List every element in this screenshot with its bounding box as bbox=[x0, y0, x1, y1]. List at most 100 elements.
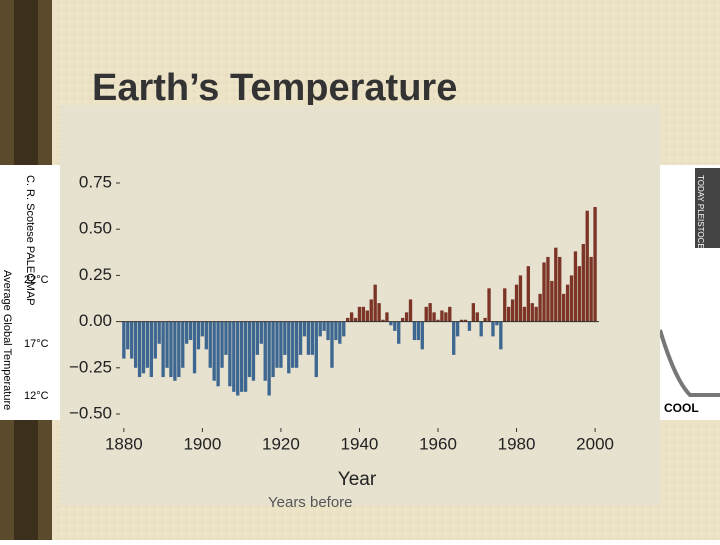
bar bbox=[334, 321, 338, 341]
bar bbox=[220, 321, 224, 368]
side-panel bbox=[0, 165, 60, 420]
bar bbox=[239, 321, 244, 392]
bar bbox=[381, 319, 385, 322]
bar bbox=[393, 321, 397, 331]
era-label: TODAY PLEISTOCENE bbox=[696, 175, 705, 260]
bar bbox=[585, 210, 589, 322]
bar bbox=[169, 321, 173, 378]
bar bbox=[267, 321, 271, 396]
bar bbox=[232, 321, 236, 392]
bar bbox=[550, 280, 554, 322]
bar bbox=[216, 321, 220, 387]
bar bbox=[153, 321, 157, 359]
bar bbox=[310, 321, 315, 355]
bar bbox=[463, 319, 468, 322]
paleo-curve bbox=[658, 329, 720, 397]
cool-label: COOL bbox=[664, 401, 699, 415]
bar bbox=[322, 321, 326, 331]
x-tick-label: 1880 bbox=[105, 434, 143, 453]
bar bbox=[149, 321, 154, 378]
bar bbox=[479, 321, 483, 337]
bar bbox=[491, 321, 495, 337]
footer-text: Years before bbox=[268, 494, 353, 511]
bar bbox=[137, 321, 142, 378]
bar bbox=[298, 321, 303, 355]
bar bbox=[188, 321, 193, 341]
bar bbox=[361, 306, 366, 322]
bar bbox=[306, 321, 311, 355]
bar bbox=[349, 312, 354, 322]
bar bbox=[569, 275, 574, 322]
x-tick-label: 1960 bbox=[419, 434, 457, 453]
bar bbox=[487, 288, 491, 322]
bar bbox=[314, 321, 318, 378]
bar bbox=[534, 306, 538, 322]
bar bbox=[495, 321, 499, 326]
bar bbox=[287, 321, 291, 374]
x-tick-label: 1900 bbox=[183, 434, 221, 453]
bar bbox=[428, 303, 432, 322]
bar bbox=[177, 321, 181, 378]
bar bbox=[224, 321, 228, 355]
x-axis-label: Year bbox=[338, 469, 377, 490]
bar bbox=[475, 312, 479, 322]
bar bbox=[397, 321, 401, 344]
bar bbox=[196, 321, 201, 350]
bar bbox=[554, 247, 558, 322]
bar bbox=[499, 321, 503, 350]
bar bbox=[342, 321, 346, 337]
y-tick-label: 0.50 bbox=[79, 219, 112, 238]
bar bbox=[526, 266, 530, 322]
bar bbox=[247, 321, 252, 378]
bar bbox=[503, 288, 507, 322]
plot: 0.75 0.50 0.25 0.00 −0.25 −0.50 1880 1900 1920 19… bbox=[69, 172, 614, 453]
bar bbox=[558, 256, 562, 322]
y-tick-label: −0.50 bbox=[69, 403, 112, 422]
bar bbox=[412, 321, 417, 341]
bar bbox=[263, 321, 267, 381]
bar bbox=[373, 284, 377, 322]
bar bbox=[212, 321, 216, 381]
bar bbox=[271, 321, 275, 378]
x-tick-label: 1980 bbox=[498, 434, 536, 453]
bar bbox=[283, 321, 287, 355]
bar bbox=[145, 321, 150, 368]
bar bbox=[530, 303, 534, 322]
bar bbox=[416, 321, 421, 341]
bar bbox=[181, 321, 185, 368]
bar bbox=[353, 317, 358, 322]
bar bbox=[510, 299, 515, 322]
x-tick-label: 2000 bbox=[576, 434, 614, 453]
bar bbox=[507, 306, 511, 322]
bar bbox=[452, 321, 456, 355]
bar bbox=[455, 321, 460, 337]
bar bbox=[538, 293, 542, 322]
bar bbox=[302, 321, 307, 337]
bar bbox=[432, 312, 436, 322]
bar bbox=[294, 321, 299, 368]
bar bbox=[589, 256, 593, 322]
bar bbox=[408, 299, 413, 322]
bar bbox=[275, 321, 279, 368]
bar bbox=[444, 312, 448, 322]
bar bbox=[291, 321, 295, 368]
bar bbox=[424, 306, 428, 322]
bar bbox=[185, 321, 189, 344]
bar bbox=[577, 266, 582, 322]
bar bbox=[483, 317, 487, 322]
bar bbox=[546, 256, 550, 322]
bar bbox=[208, 321, 212, 368]
bar bbox=[400, 317, 405, 322]
bar bbox=[404, 312, 409, 322]
side-tick: 12°C bbox=[24, 390, 49, 402]
x-tick-label: 1920 bbox=[262, 434, 300, 453]
slide-title: Earth’s Temperature bbox=[92, 67, 457, 109]
side-axis-label: Average Global Temperature bbox=[1, 270, 13, 410]
bar bbox=[236, 321, 240, 396]
y-tick-label: 0.75 bbox=[79, 172, 112, 191]
bar bbox=[420, 321, 424, 350]
bar bbox=[565, 284, 570, 322]
bar bbox=[542, 262, 546, 322]
bar bbox=[255, 321, 260, 355]
bar bbox=[204, 321, 208, 350]
